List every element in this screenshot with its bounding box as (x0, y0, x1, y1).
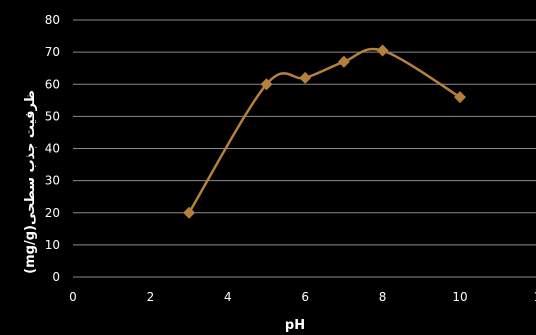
data-point-marker (337, 55, 350, 68)
x-tick-label: 10 (452, 290, 467, 304)
x-tick-label: 6 (301, 290, 309, 304)
y-tick-label: 20 (45, 206, 60, 220)
y-tick-label: 70 (45, 45, 60, 59)
data-point-marker (376, 44, 389, 57)
data-point-marker (299, 71, 312, 84)
y-tick-label: 40 (45, 142, 60, 156)
x-axis-title: pH (285, 318, 305, 333)
data-point-marker (260, 78, 273, 91)
x-tick-label: 8 (379, 290, 387, 304)
data-point-marker (183, 206, 196, 219)
y-tick-label: 30 (45, 174, 60, 188)
y-tick-labels: 0 10 20 30 40 50 60 70 80 (45, 13, 60, 284)
y-tick-label: 50 (45, 109, 60, 123)
x-tick-label: 2 (147, 290, 155, 304)
gridlines (73, 19, 536, 278)
y-tick-label: 0 (52, 270, 60, 284)
x-tick-label: 4 (224, 290, 232, 304)
x-tick-label: 1 (534, 290, 536, 304)
y-tick-label: 10 (45, 238, 60, 252)
x-tick-label: 0 (69, 290, 77, 304)
y-axis-title: (mg/g)ظرفیت جذب سطحی (23, 90, 38, 274)
series-line (188, 47, 461, 214)
y-tick-label: 60 (45, 77, 60, 91)
y-tick-label: 80 (45, 13, 60, 27)
data-point-marker (454, 91, 466, 104)
x-tick-labels: 0 2 4 6 8 10 1 (69, 290, 536, 304)
series-markers (183, 44, 466, 219)
